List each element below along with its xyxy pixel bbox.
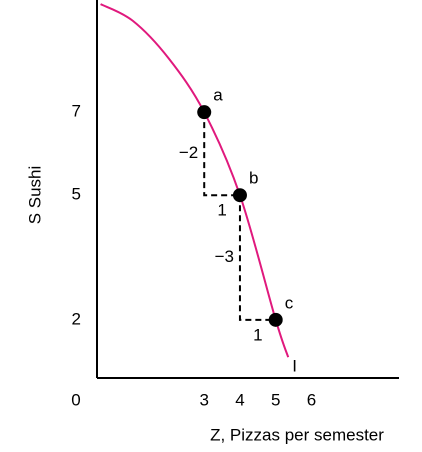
curve-label: I — [292, 357, 297, 376]
y-tick-label: 5 — [72, 185, 81, 204]
rise-label: −3 — [215, 247, 234, 266]
x-axis-label: Z, Pizzas per semester — [210, 425, 384, 444]
x-tick-label: 4 — [235, 390, 244, 409]
y-tick-label: 7 — [72, 102, 81, 121]
y-axis-label: S Sushi — [25, 166, 44, 225]
x-tick-label: 6 — [307, 390, 316, 409]
x-tick-label: 0 — [71, 390, 80, 409]
point-label: a — [213, 86, 223, 105]
x-tick-label: 3 — [199, 390, 208, 409]
curve — [100, 3, 290, 358]
point — [232, 188, 247, 203]
run-label: 1 — [253, 325, 262, 344]
point — [268, 312, 283, 327]
step-line — [238, 195, 276, 321]
point-label: c — [285, 293, 294, 312]
y-tick-label: 2 — [72, 309, 81, 328]
run-label: 1 — [217, 201, 226, 220]
step-line — [203, 112, 240, 197]
point-label: b — [249, 169, 258, 188]
rise-label: −2 — [179, 143, 198, 162]
point — [197, 105, 212, 120]
x-tick-label: 5 — [271, 390, 280, 409]
